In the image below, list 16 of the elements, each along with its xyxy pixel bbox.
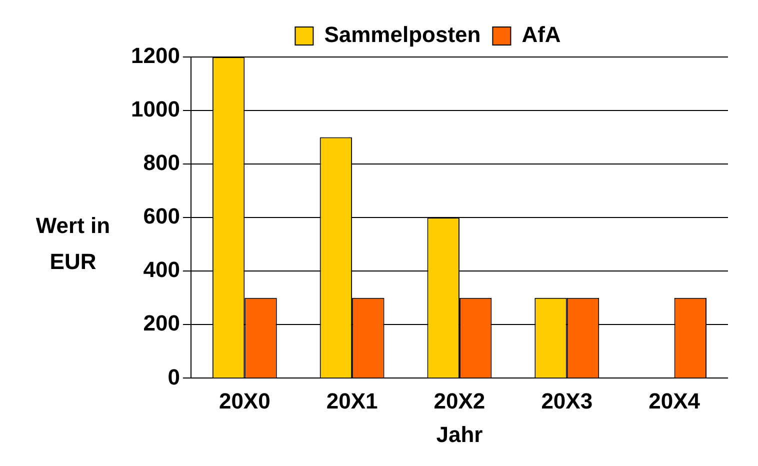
- x-tick-label: 20X0: [218, 388, 270, 414]
- x-tick-label: 20X2: [434, 388, 486, 414]
- x-tick-label: 20X4: [648, 388, 701, 414]
- y-tick-label: 400: [143, 257, 180, 282]
- y-tick-label: 1000: [130, 96, 180, 122]
- legend-label: Sammelposten: [324, 22, 481, 48]
- x-tick-label: 20X3: [541, 388, 593, 414]
- legend-label: AfA: [522, 22, 561, 48]
- y-tick-label: 200: [143, 310, 180, 336]
- y-tick-label: 1200: [130, 43, 180, 68]
- y-tick-label: 800: [143, 150, 180, 176]
- y-tick-label: 0: [168, 364, 180, 390]
- x-tick-label: 20X1: [326, 388, 378, 414]
- y-axis-title: Wert in EUR: [34, 212, 112, 276]
- y-tick-label: 600: [143, 204, 180, 229]
- x-axis-title: Jahr: [436, 422, 484, 447]
